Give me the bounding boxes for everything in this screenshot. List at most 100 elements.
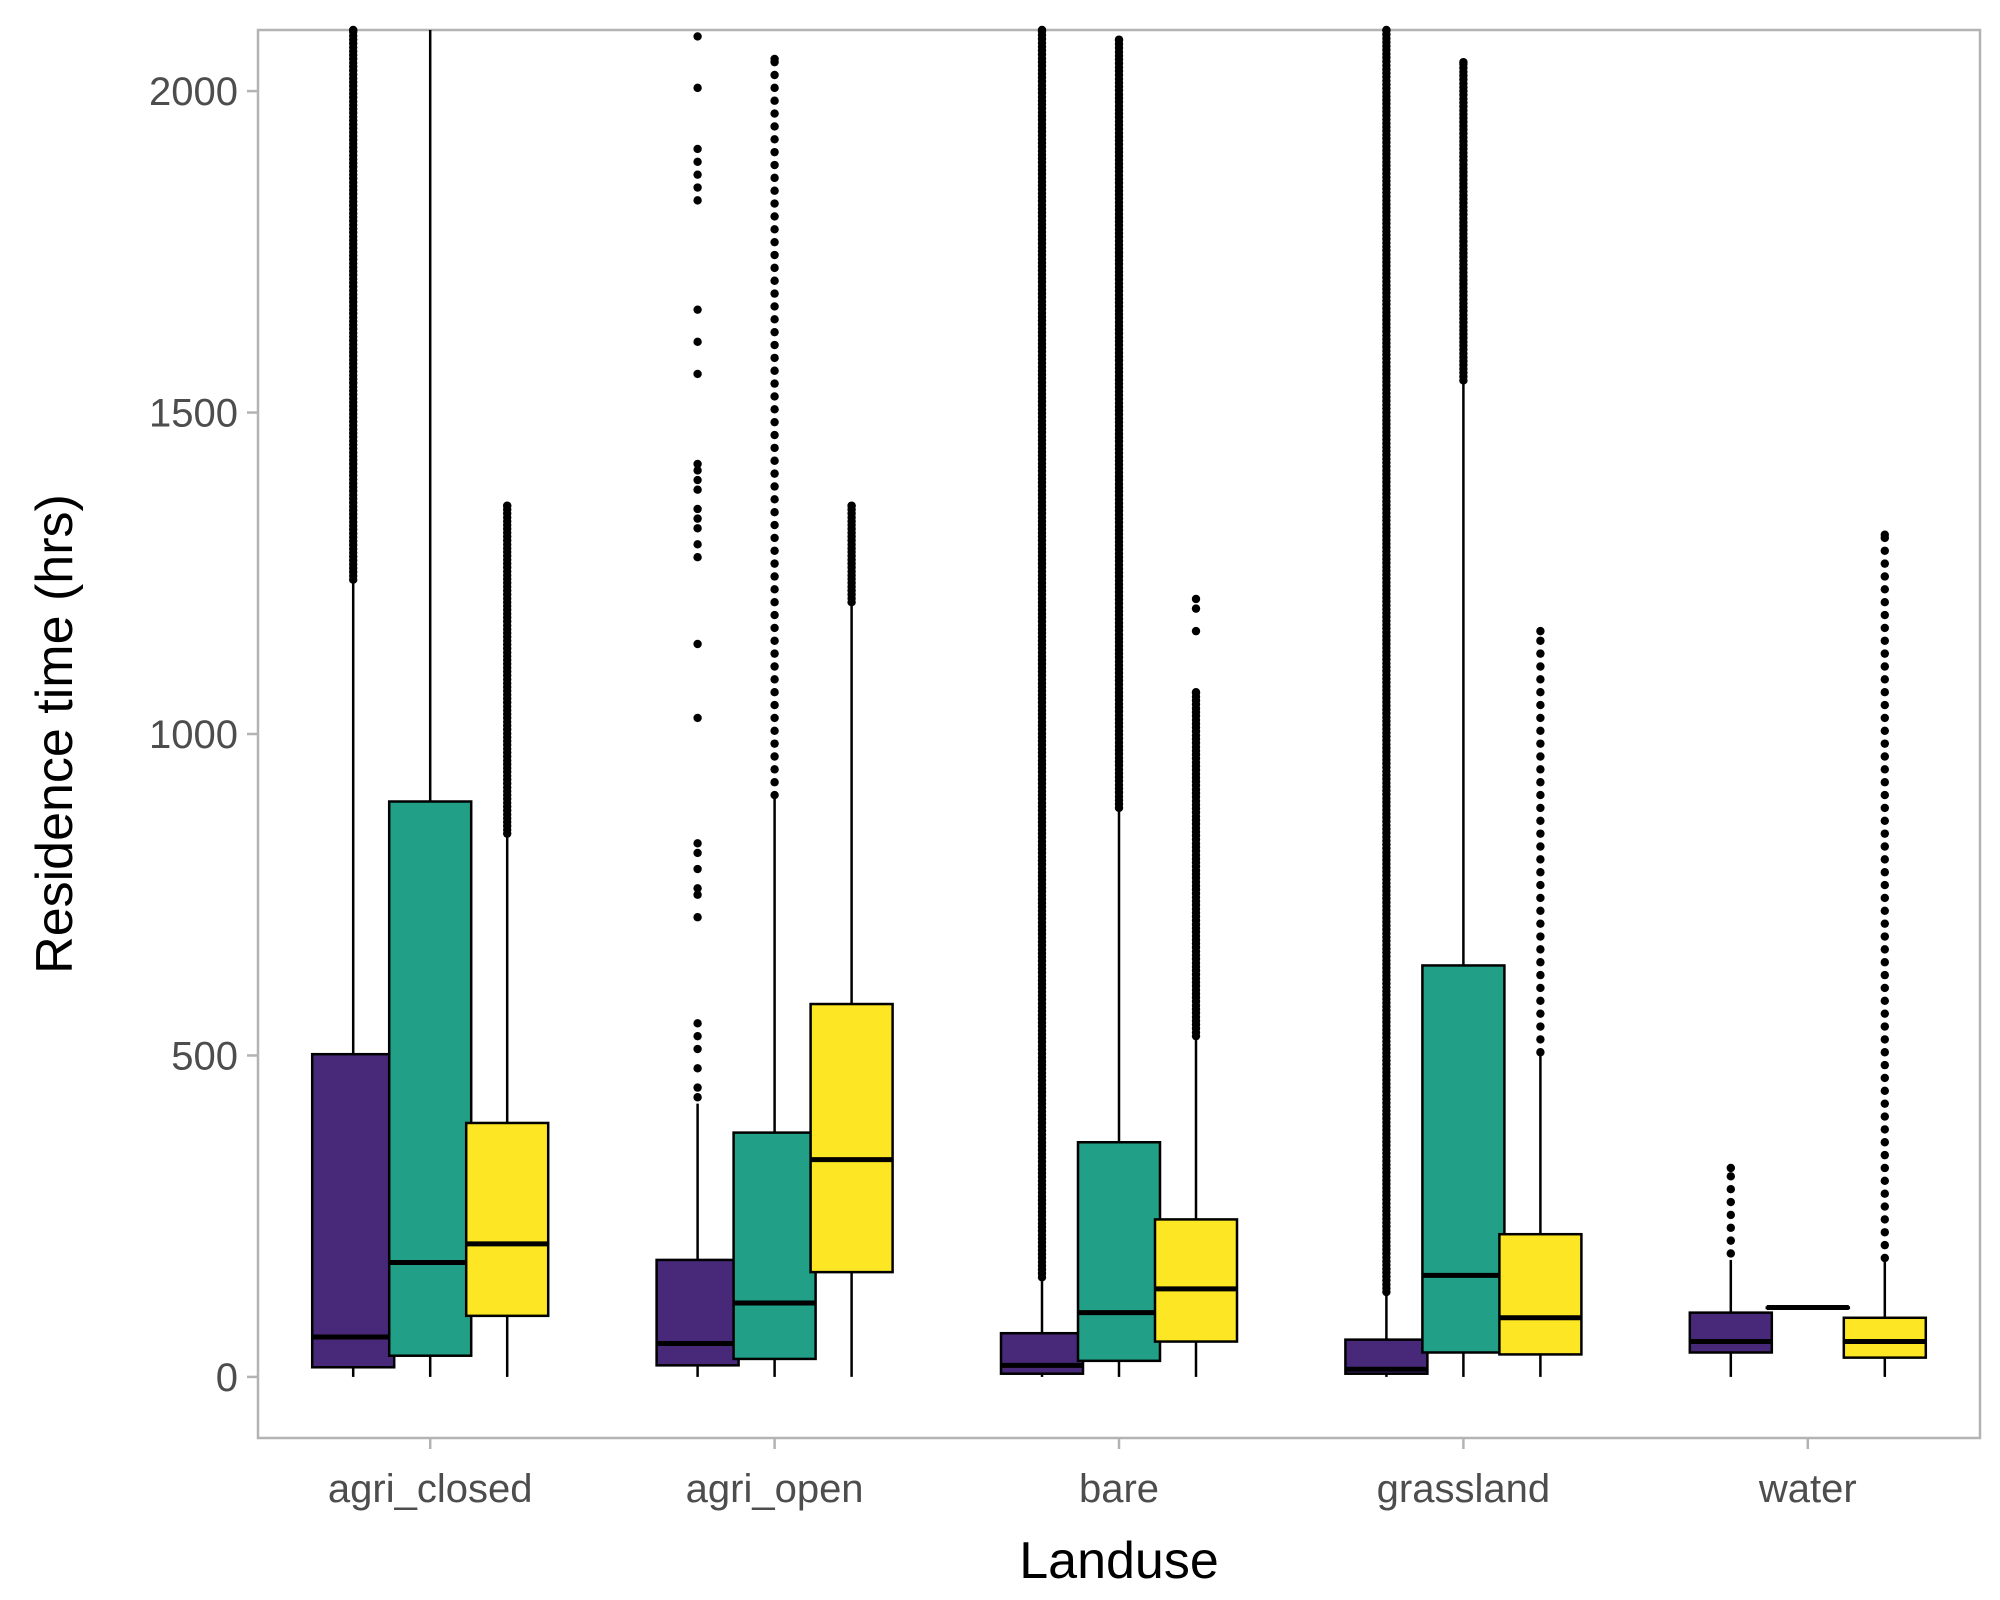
outlier-point [770,199,779,208]
outlier-point [770,315,779,324]
outlier-point [1536,816,1545,825]
outlier-point [1880,585,1890,594]
outlier-point [693,552,702,562]
outlier-point [693,1031,702,1041]
outlier-point [1114,35,1124,44]
outlier-point [693,524,702,533]
outlier-point [1726,1210,1736,1220]
outlier-point [770,379,779,388]
outlier-point [693,639,702,649]
outlier-point [770,405,779,414]
outlier-point [693,183,702,192]
outlier-point [1536,893,1545,903]
outlier-point [1880,1099,1890,1108]
outlier-point [693,1093,702,1102]
outlier-point [1880,1035,1890,1044]
outlier-point [1726,1223,1736,1232]
box [1842,1316,1928,1359]
outlier-point [1880,649,1890,658]
outlier-point [693,514,702,523]
outlier-point [770,147,779,157]
outlier-point [1880,726,1890,735]
outlier-point [770,456,779,465]
outlier-point [693,475,702,485]
outlier-point [770,392,779,401]
outlier-point [1726,1197,1736,1207]
x-tick-label: agri_closed [328,1467,533,1511]
outlier-point [693,1019,702,1028]
outlier-point [693,504,702,514]
outlier-point [1536,765,1545,774]
outlier-point [693,864,702,874]
outlier-point [693,144,702,154]
outlier-point [1880,598,1890,607]
outlier-point [1536,1022,1545,1031]
outlier-point [1880,790,1890,800]
outlier-point [770,135,779,144]
outlier-point [1536,726,1545,735]
outlier-point [1536,739,1545,748]
outlier-point [770,713,779,723]
outlier-point [770,263,779,273]
outlier-point [770,212,779,221]
outlier-point [770,83,779,93]
y-tick-label: 2000 [149,70,238,114]
outlier-point [1880,1112,1890,1121]
outlier-point [1880,1150,1890,1160]
outlier-point [770,726,779,735]
outlier-point [770,533,779,543]
outlier-point [1536,636,1545,645]
outlier-point [1880,970,1890,980]
outlier-point [770,327,779,337]
outlier-point [1191,594,1201,604]
outlier-point [349,25,358,35]
outlier-point [770,173,779,183]
outlier-point [1880,765,1890,774]
outlier-point [770,160,779,170]
outlier-point [1880,752,1890,761]
outlier-point [1880,778,1890,787]
outlier-point [1191,604,1201,613]
outlier-point [693,839,702,848]
box [387,800,473,1357]
outlier-point [1880,1086,1890,1096]
outlier-point [770,752,779,761]
box [1076,1141,1162,1363]
outlier-point [770,585,779,594]
outlier-point [1880,1202,1890,1211]
outlier-point [1880,945,1890,954]
outlier-point [1880,1125,1890,1134]
outlier-point [770,636,779,645]
outlier-point [770,225,779,234]
outlier-point [770,559,779,568]
outlier-point [1880,906,1890,916]
outlier-point [1191,688,1201,697]
outlier-point [1536,790,1545,800]
outlier-point [770,649,779,658]
outlier-point [770,739,779,748]
outlier-point [770,289,779,298]
outlier-point [693,157,702,166]
outlier-point [1880,688,1890,697]
outlier-point [770,598,779,607]
outlier-point [693,913,702,922]
outlier-point [770,778,779,787]
outlier-point [1726,1163,1736,1173]
outlier-point [1536,919,1545,928]
outlier-point [1536,842,1545,851]
outlier-point [770,482,779,491]
outlier-point [693,890,702,899]
box [1421,964,1506,1354]
outlier-point [693,485,702,494]
outlier-point [770,495,779,504]
outlier-point [1459,57,1468,67]
outlier-point [1880,1060,1890,1070]
outlier-point [1880,546,1890,555]
outlier-point [693,713,702,723]
outlier-point [693,32,702,41]
outlier-point [1880,1022,1890,1031]
outlier-point [1880,636,1890,645]
box [1498,1232,1583,1356]
outlier-point [1880,842,1890,851]
